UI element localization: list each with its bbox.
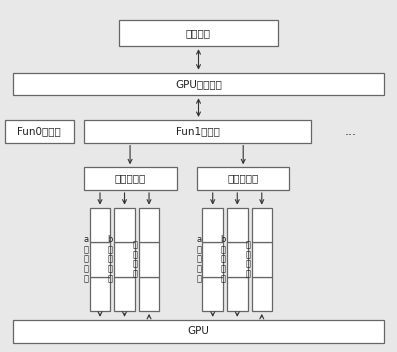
Bar: [90, 277, 110, 311]
Text: b
参
数
缓
存: b 参 数 缓 存: [108, 235, 113, 283]
Text: a
参
数
缓
存: a 参 数 缓 存: [196, 235, 201, 283]
Text: 结
果
缓
存: 结 果 缓 存: [245, 240, 251, 278]
Text: a
参
数
缓
存: a 参 数 缓 存: [83, 235, 89, 283]
Text: 应用模块: 应用模块: [186, 28, 211, 38]
Bar: [227, 277, 248, 311]
Bar: [139, 208, 159, 242]
Bar: [84, 120, 311, 143]
Text: GPU: GPU: [187, 326, 210, 336]
Bar: [114, 208, 135, 242]
Bar: [139, 277, 159, 311]
Bar: [227, 242, 248, 277]
Text: 备用缓存组: 备用缓存组: [227, 174, 258, 184]
Text: b
参
数
缓
存: b 参 数 缓 存: [220, 235, 226, 283]
Text: 在用缓存组: 在用缓存组: [115, 174, 146, 184]
Bar: [84, 167, 177, 190]
Bar: [227, 208, 248, 242]
Bar: [139, 242, 159, 277]
Bar: [252, 242, 272, 277]
Bar: [13, 73, 384, 95]
Text: 结
果
缓
存: 结 果 缓 存: [133, 240, 138, 278]
Bar: [5, 120, 74, 143]
Text: ...: ...: [345, 125, 357, 138]
Text: GPU调度模块: GPU调度模块: [175, 79, 222, 89]
Bar: [327, 120, 374, 143]
Bar: [202, 208, 223, 242]
Bar: [13, 320, 384, 342]
Bar: [252, 277, 272, 311]
Bar: [114, 277, 135, 311]
Bar: [90, 208, 110, 242]
Text: Fun1缓存组: Fun1缓存组: [175, 126, 220, 136]
Bar: [202, 277, 223, 311]
Bar: [119, 20, 278, 46]
Text: Fun0缓存组: Fun0缓存组: [17, 126, 61, 136]
Bar: [114, 242, 135, 277]
Bar: [90, 242, 110, 277]
Bar: [252, 208, 272, 242]
Bar: [197, 167, 289, 190]
Bar: [202, 242, 223, 277]
